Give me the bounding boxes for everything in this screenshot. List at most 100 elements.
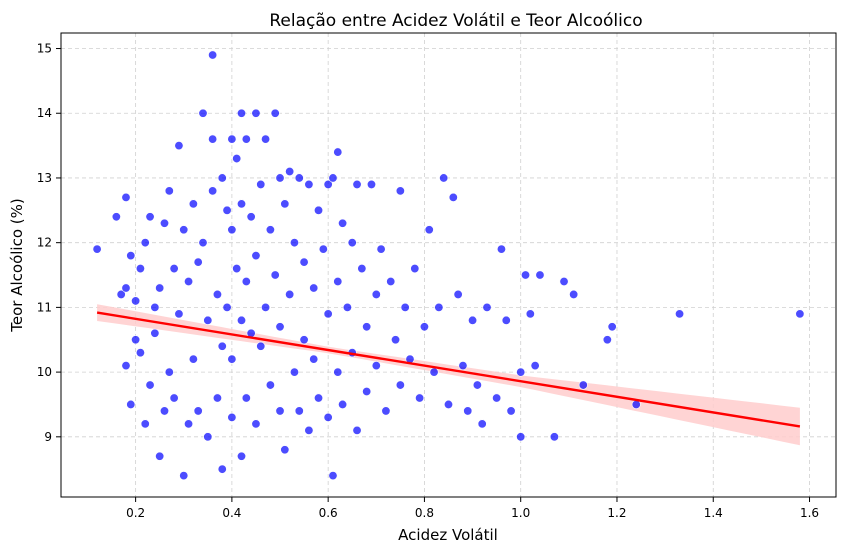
data-point <box>400 302 410 312</box>
data-point <box>193 257 203 267</box>
data-point <box>395 380 405 390</box>
data-point <box>448 192 458 202</box>
data-point <box>256 341 266 351</box>
data-point <box>131 335 141 345</box>
regression-line <box>96 311 801 428</box>
data-point <box>270 108 280 118</box>
data-point <box>150 302 160 312</box>
data-point <box>347 238 357 248</box>
data-point <box>506 406 516 416</box>
data-point <box>227 134 237 144</box>
data-point <box>203 315 213 325</box>
data-point <box>169 264 179 274</box>
data-point <box>174 141 184 151</box>
data-point <box>222 205 232 215</box>
data-point <box>415 393 425 403</box>
data-point <box>410 264 420 274</box>
data-point <box>217 173 227 183</box>
data-point <box>304 179 314 189</box>
data-point <box>159 406 169 416</box>
data-point <box>482 302 492 312</box>
data-point <box>184 419 194 429</box>
data-point <box>232 264 242 274</box>
data-point <box>174 309 184 319</box>
data-point <box>280 199 290 209</box>
data-point <box>275 406 285 416</box>
data-points <box>92 50 805 481</box>
data-point <box>246 212 256 222</box>
data-point <box>492 393 502 403</box>
data-point <box>338 218 348 228</box>
data-point <box>294 173 304 183</box>
data-point <box>607 322 617 332</box>
data-point <box>569 289 579 299</box>
data-point <box>299 335 309 345</box>
plot-area-frame <box>60 32 837 498</box>
data-point <box>198 108 208 118</box>
data-point <box>237 108 247 118</box>
data-point <box>477 419 487 429</box>
data-point <box>121 192 131 202</box>
data-point <box>304 425 314 435</box>
data-point <box>578 380 588 390</box>
data-point <box>237 315 247 325</box>
data-point <box>289 367 299 377</box>
data-point <box>386 277 396 287</box>
data-point <box>795 309 805 319</box>
data-point <box>516 432 526 442</box>
data-point <box>232 154 242 164</box>
data-point <box>338 399 348 409</box>
data-point <box>333 147 343 157</box>
data-point <box>193 406 203 416</box>
data-point <box>126 399 136 409</box>
data-point <box>419 322 429 332</box>
data-point <box>424 225 434 235</box>
data-point <box>362 387 372 397</box>
y-tick-label: 14 <box>37 106 52 120</box>
data-point <box>675 309 685 319</box>
data-point <box>241 134 251 144</box>
data-point <box>371 361 381 371</box>
data-point <box>111 212 121 222</box>
x-tick-label: 0.8 <box>415 506 434 520</box>
data-point <box>275 173 285 183</box>
data-point <box>333 367 343 377</box>
data-point <box>280 445 290 455</box>
data-point <box>145 380 155 390</box>
data-point <box>352 425 362 435</box>
data-point <box>333 277 343 287</box>
data-point <box>458 361 468 371</box>
data-point <box>135 348 145 358</box>
data-point <box>289 238 299 248</box>
data-point <box>126 251 136 261</box>
y-axis-ticks: 9 10 11 12 13 14 15 <box>37 42 61 444</box>
x-tick-label: 0.4 <box>222 506 241 520</box>
data-point <box>265 380 275 390</box>
data-point <box>227 354 237 364</box>
x-tick-label: 1.6 <box>800 506 819 520</box>
data-point <box>164 367 174 377</box>
data-point <box>362 322 372 332</box>
data-point <box>179 471 189 481</box>
data-point <box>352 179 362 189</box>
y-axis-label: Teor Alcoólico (%) <box>8 198 26 332</box>
data-point <box>121 283 131 293</box>
data-point <box>159 218 169 228</box>
chart-title: Relação entre Acidez Volátil e Teor Alco… <box>269 11 642 31</box>
y-tick-label: 12 <box>37 236 52 250</box>
data-point <box>164 186 174 196</box>
data-point <box>395 186 405 196</box>
data-point <box>453 289 463 299</box>
data-point <box>496 244 506 254</box>
data-point <box>92 244 102 254</box>
data-point <box>145 212 155 222</box>
data-point <box>251 251 261 261</box>
data-point <box>179 225 189 235</box>
data-point <box>256 179 266 189</box>
data-point <box>285 289 295 299</box>
x-axis-label: Acidez Volátil <box>398 526 498 544</box>
y-tick-label: 9 <box>44 430 52 444</box>
data-point <box>208 134 218 144</box>
